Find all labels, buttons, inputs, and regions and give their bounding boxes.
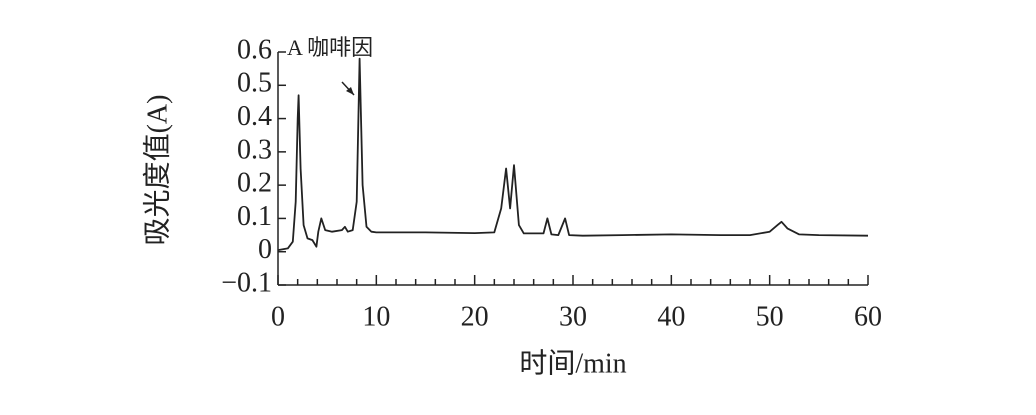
y-tick-label: 0: [258, 234, 272, 265]
x-tick-label: 30: [559, 301, 587, 332]
x-tick-label: 50: [756, 301, 784, 332]
y-tick-label: 0.2: [237, 168, 272, 199]
y-tick-label: 0.5: [237, 68, 272, 99]
arrow-head: [346, 87, 354, 95]
y-tick-label: −0.1: [221, 267, 272, 298]
y-tick-label: 0.6: [237, 34, 272, 65]
y-axis-label: 吸光度值(A): [141, 95, 173, 246]
x-tick-label: 0: [271, 301, 285, 332]
y-tick-label: 0.4: [237, 101, 272, 132]
data-line: [277, 57, 869, 251]
x-tick-label: 40: [657, 301, 685, 332]
x-tick-label: 10: [362, 301, 390, 332]
x-tick-label: 60: [854, 301, 882, 332]
annotation: A 咖啡因: [287, 35, 373, 60]
y-tick-label: 0.1: [237, 201, 272, 232]
x-tick-label: 20: [461, 301, 489, 332]
x-axis-label: 时间/min: [519, 347, 626, 379]
y-tick-label: 0.3: [237, 134, 272, 165]
